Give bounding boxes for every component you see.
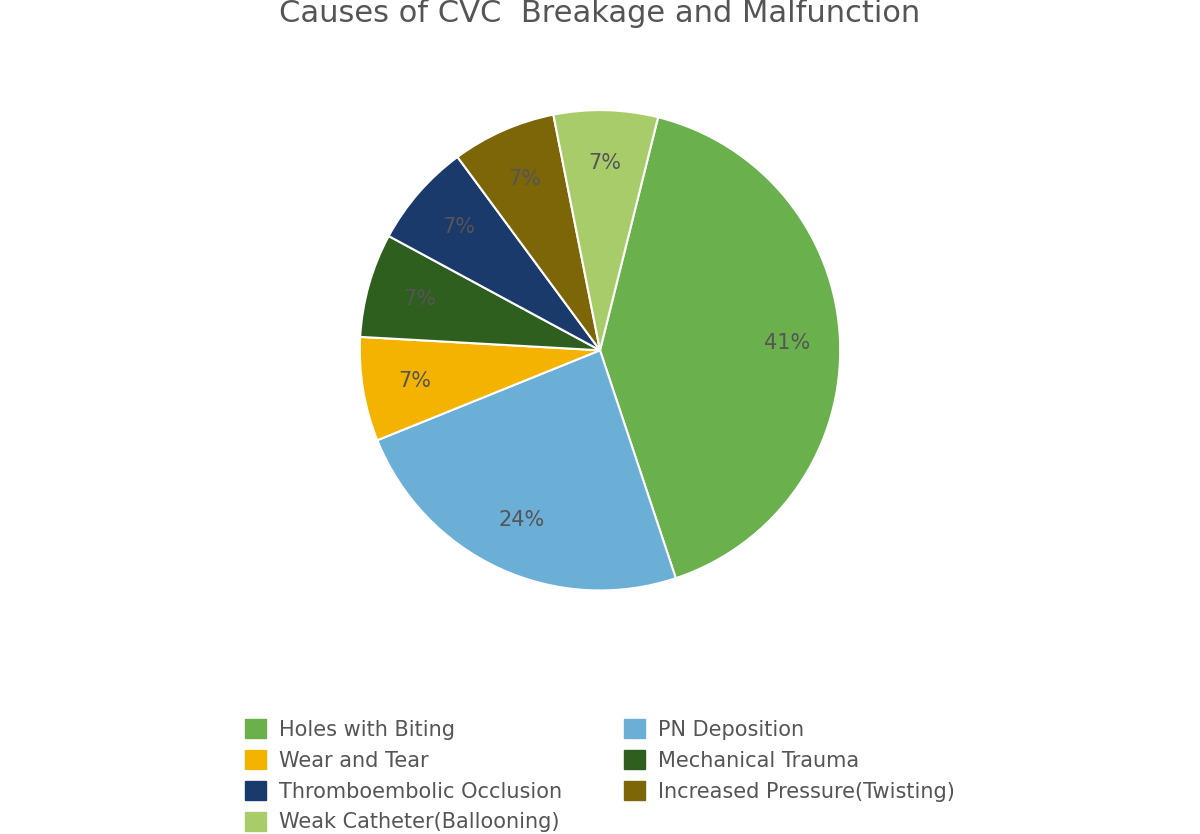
Wedge shape — [377, 350, 676, 590]
Text: 24%: 24% — [498, 510, 545, 530]
Wedge shape — [389, 157, 600, 350]
Wedge shape — [360, 236, 600, 350]
Legend: Holes with Biting, Wear and Tear, Thromboembolic Occlusion, Weak Catheter(Balloo: Holes with Biting, Wear and Tear, Thromb… — [235, 709, 965, 834]
Text: 7%: 7% — [403, 289, 437, 309]
Text: 7%: 7% — [442, 218, 475, 238]
Text: 7%: 7% — [398, 371, 432, 391]
Text: 41%: 41% — [764, 333, 810, 353]
Text: 7%: 7% — [588, 153, 622, 173]
Text: 7%: 7% — [508, 168, 541, 188]
Title: Causes of CVC  Breakage and Malfunction: Causes of CVC Breakage and Malfunction — [280, 0, 920, 28]
Wedge shape — [360, 337, 600, 440]
Wedge shape — [457, 114, 600, 350]
Wedge shape — [553, 110, 658, 350]
Wedge shape — [600, 118, 840, 578]
